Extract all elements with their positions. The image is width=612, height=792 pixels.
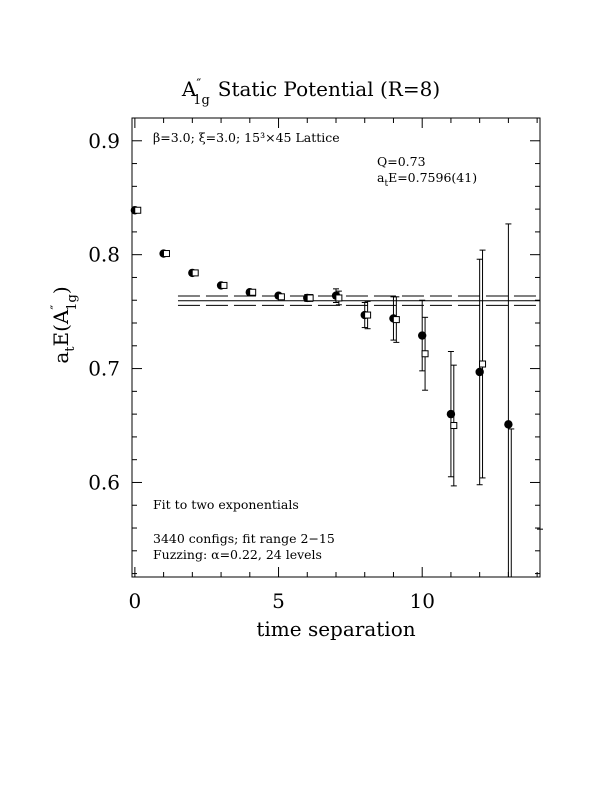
y-tick-label: 0.6 — [88, 470, 120, 494]
ylabel-a: a — [49, 352, 73, 364]
title-rest: Static Potential (R=8) — [218, 77, 440, 101]
y-tick-label: 0.8 — [88, 243, 120, 267]
energy-sub: t — [384, 179, 388, 189]
data-point-circle — [475, 367, 484, 377]
data-point-square — [479, 360, 487, 368]
title-sub: 1g — [193, 93, 210, 108]
y-axis-label: atE(A″1g) — [49, 286, 80, 363]
data-point-square — [191, 269, 199, 277]
y-tick-label: 0.7 — [88, 357, 120, 381]
x-tick-label: 0 — [129, 589, 142, 613]
data-point-square — [162, 250, 170, 258]
data-point-circle — [446, 409, 456, 419]
ylabel-sup: ″ — [49, 305, 64, 310]
ylabel-end: ) — [49, 286, 73, 294]
y-tick-label: 0.9 — [88, 129, 120, 153]
fit-type-annotation: Fit to two exponentials — [153, 497, 299, 512]
plot-area: 0 5 10 0.6 0.7 0.8 0.9 — [88, 117, 543, 613]
data-point-square — [364, 311, 372, 319]
ylabel-sub1: t — [63, 346, 78, 352]
data-point-square — [421, 350, 429, 358]
data-point-square — [220, 281, 228, 289]
fuzzing-annotation: Fuzzing: α=0.22, 24 levels — [153, 547, 322, 562]
data-point-square — [134, 206, 142, 214]
lattice-annotation: β=3.0; ξ=3.0; 15³×45 Lattice — [153, 130, 340, 145]
ylabel-mid: E(A — [49, 309, 73, 346]
chart-title: A″ 1g Static Potential (R=8) — [181, 77, 440, 108]
data-point-square — [306, 294, 314, 302]
data-point-square — [450, 422, 458, 430]
x-tick-label: 10 — [409, 589, 434, 613]
energy-rest: E=0.7596(41) — [388, 170, 477, 185]
data-point-circle — [504, 420, 513, 429]
data-point-square — [277, 293, 285, 301]
q-value-annotation: Q=0.73 — [377, 154, 426, 169]
energy-annotation: atE=0.7596(41) — [377, 170, 477, 189]
data-point-circle — [417, 331, 427, 340]
ylabel-sub2: 1g — [65, 294, 80, 311]
data-point-square — [335, 294, 343, 302]
energy-a: a — [377, 170, 385, 185]
title-main: A — [181, 77, 197, 101]
x-tick-label: 5 — [272, 589, 285, 613]
data-point-square — [392, 316, 400, 324]
x-axis-label: time separation — [256, 617, 415, 641]
configs-annotation: 3440 configs; fit range 2−15 — [153, 531, 335, 546]
data-point-square — [249, 288, 257, 296]
title-sup: ″ — [196, 77, 201, 92]
